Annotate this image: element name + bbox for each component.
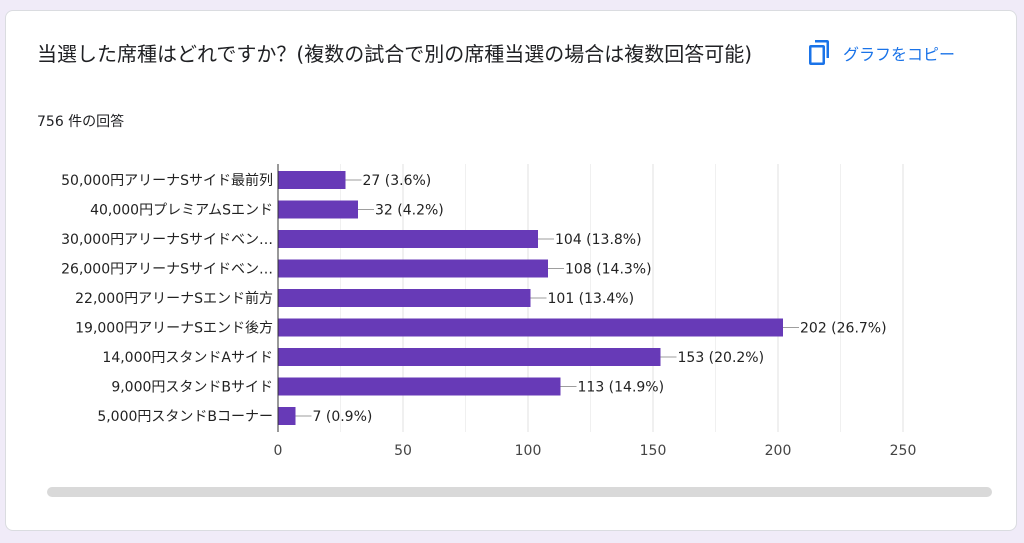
bar	[278, 318, 783, 337]
copy-chart-button[interactable]: グラフをコピー	[809, 37, 955, 69]
x-tick-label: 0	[274, 443, 283, 459]
data-label: 153 (20.2%)	[678, 350, 765, 366]
data-label: 7 (0.9%)	[313, 409, 373, 425]
data-label: 202 (26.7%)	[800, 321, 887, 337]
bar	[278, 289, 531, 307]
data-label: 108 (14.3%)	[565, 262, 652, 278]
x-tick-label: 200	[765, 443, 792, 459]
bar	[278, 348, 661, 366]
data-label: 104 (13.8%)	[555, 232, 642, 248]
category-label: 26,000円アリーナSサイドベン…	[61, 262, 273, 278]
response-count: 756 件の回答	[37, 114, 125, 130]
x-tick-label: 100	[515, 443, 542, 459]
chart-card: 当選した席種はどれですか？(複数の試合で別の席種当選の場合は複数回答可能) 75…	[5, 10, 1017, 531]
data-label: 27 (3.6%)	[363, 173, 432, 189]
category-label: 40,000円プレミアムSエンド	[90, 203, 273, 219]
data-label: 113 (14.9%)	[578, 380, 665, 396]
x-tick-label: 50	[394, 443, 412, 459]
category-label: 9,000円スタンドBサイド	[111, 380, 273, 396]
bar	[278, 200, 358, 219]
question-title: 当選した席種はどれですか？(複数の試合で別の席種当選の場合は複数回答可能)	[37, 42, 753, 66]
copy-chart-label: グラフをコピー	[843, 45, 956, 64]
horizontal-scrollbar[interactable]	[47, 487, 992, 497]
bar	[278, 230, 538, 248]
x-tick-label: 150	[640, 443, 667, 459]
copy-icon	[809, 40, 831, 66]
category-label: 14,000円スタンドAサイド	[102, 350, 273, 366]
data-label: 32 (4.2%)	[375, 203, 444, 219]
data-label: 101 (13.4%)	[548, 291, 635, 307]
bar	[278, 259, 548, 278]
bar	[278, 407, 296, 425]
category-label: 50,000円アリーナSサイド最前列	[61, 172, 273, 189]
x-tick-label: 250	[890, 443, 917, 459]
category-label: 22,000円アリーナSエンド前方	[75, 290, 273, 307]
category-label: 30,000円アリーナSサイドベン…	[61, 232, 273, 248]
bar	[278, 377, 561, 396]
bar	[278, 171, 346, 189]
category-label: 5,000円スタンドBコーナー	[97, 409, 273, 425]
category-label: 19,000円アリーナSエンド後方	[75, 321, 273, 337]
